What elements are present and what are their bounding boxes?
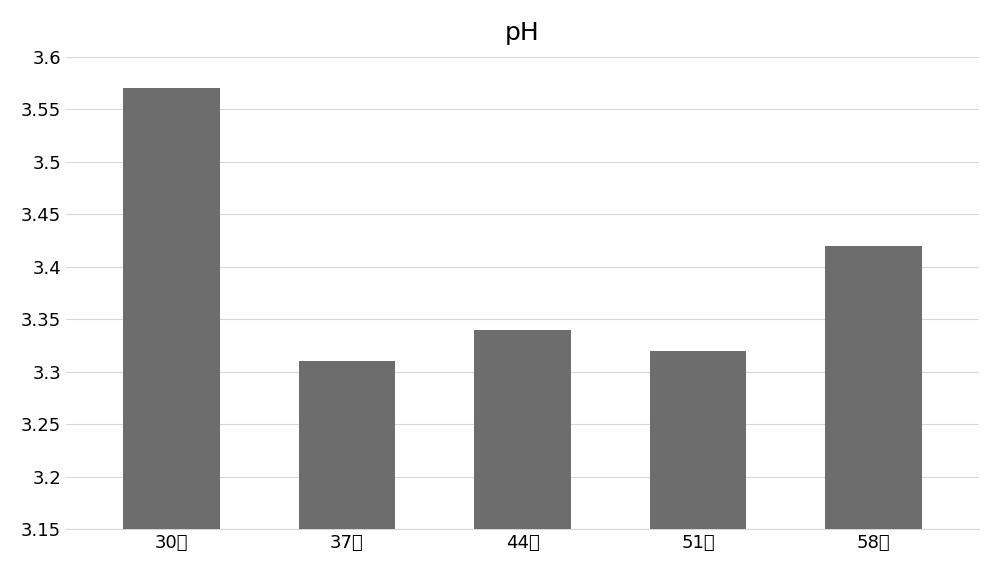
- Title: pH: pH: [505, 21, 540, 45]
- Bar: [474, 329, 571, 529]
- Bar: [299, 361, 395, 529]
- Bar: [650, 351, 746, 529]
- Bar: [123, 88, 220, 529]
- Bar: [825, 246, 922, 529]
